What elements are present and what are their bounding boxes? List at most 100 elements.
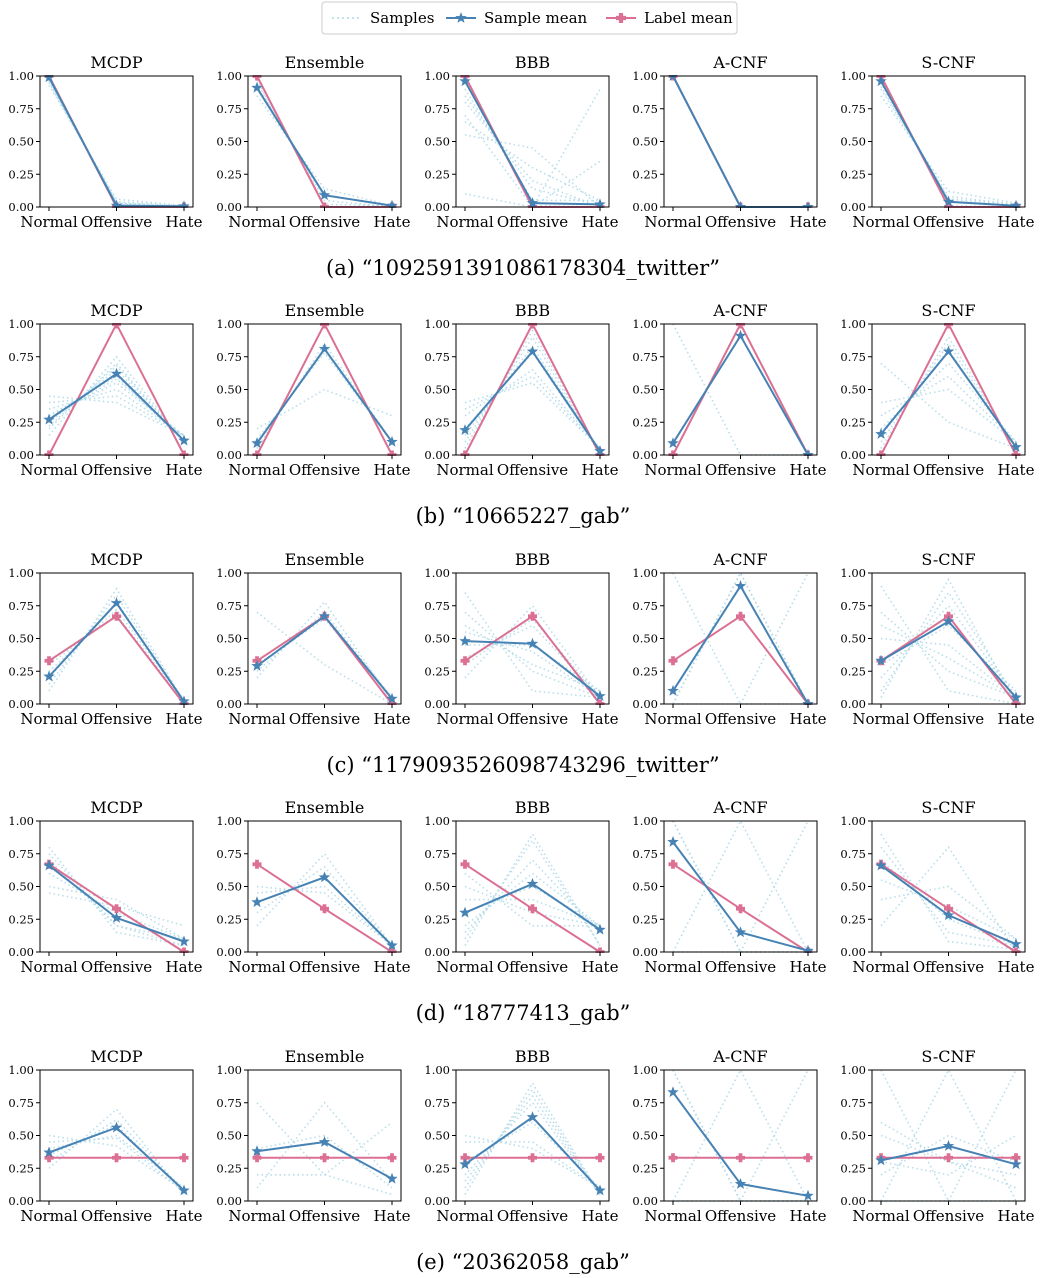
sample-mean-point [178,695,190,705]
x-tick-label: Hate [166,1207,203,1225]
sample-mean-line [256,347,393,444]
y-tick-label: 0.00 [632,945,658,959]
x-tick-label: Offensive [81,1207,152,1225]
y-tick-label: 1.00 [840,317,866,331]
plot-area [459,1081,606,1196]
sample-mean-point [802,698,814,705]
sample-line [464,382,601,449]
x-tick-label: Hate [790,958,827,976]
plot-area [43,587,190,705]
y-tick-label: 1.00 [8,69,34,83]
sample-line [48,846,185,947]
label-mean-point [112,904,121,914]
y-tick-label: 0.50 [216,135,242,149]
sample-mean-point [318,610,331,622]
sample-line [464,1081,601,1195]
sample-mean-point [875,428,887,439]
plot-area [251,1101,398,1196]
y-tick-label: 0.25 [424,415,450,429]
sample-mean-point [178,434,190,446]
panel-mcdp: MCDP 0.00 0.25 0.50 0.75 1.00 Normal Offensive H… [8,798,202,976]
sample-line [48,75,184,208]
legend-label: Samples [370,9,434,27]
y-tick-label: 0.75 [216,599,242,613]
panel-s-cnf: S-CNF 0.00 0.25 0.50 0.75 1.00 Normal Offensive… [840,1047,1034,1225]
axes-frame [663,75,818,208]
x-tick-label: Normal [852,1207,909,1225]
y-tick-label: 0.00 [216,945,242,959]
y-tick-label: 0.50 [424,383,450,397]
sample-line [48,885,185,940]
y-tick-label: 0.75 [8,599,34,613]
label-mean-point [736,1153,745,1163]
sample-line [880,362,1017,443]
axes-frame [871,1069,1026,1202]
legend-box [321,1,738,35]
panel-title: MCDP [90,550,142,569]
sample-line [880,388,1017,443]
sample-line [880,88,1017,206]
sample-line [464,885,601,927]
sample-line [48,1134,185,1192]
sample-mean-point [875,75,887,87]
x-tick-label: Offensive [705,213,776,231]
sample-line [256,348,393,443]
sample-mean-point [734,201,747,208]
label-mean-point [668,1153,678,1163]
y-tick-label: 0.75 [424,847,450,861]
sample-mean-point [110,199,123,208]
y-tick-label: 0.25 [216,912,242,926]
y-tick-label: 1.00 [424,814,450,828]
sample-mean-point [459,906,471,918]
x-tick-label: Hate [374,958,411,976]
legend-item-samples: Samples [332,9,434,27]
sample-line [881,1069,1017,1202]
y-tick-label: 0.25 [424,912,450,926]
x-tick-label: Normal [436,710,493,728]
panel-s-cnf: S-CNF 0.00 0.25 0.50 0.75 1.00 Normal Offensive… [840,798,1034,976]
y-tick-label: 1.00 [632,814,658,828]
sample-mean-point [734,926,747,938]
y-tick-label: 1.00 [424,1063,450,1077]
sample-line [256,1134,393,1189]
y-tick-label: 0.25 [840,167,866,181]
sample-line [672,572,809,705]
y-tick-label: 0.50 [216,880,242,894]
sample-line [48,853,185,947]
x-tick-label: Normal [852,461,909,479]
x-tick-label: Offensive [913,958,984,976]
sample-line [48,76,185,208]
sample-line [464,624,601,699]
y-tick-label: 0.25 [8,664,34,678]
sample-mean-point [43,859,55,871]
x-tick-label: Offensive [289,461,360,479]
y-tick-label: 1.00 [216,566,242,580]
label-mean-point [736,611,745,621]
row-caption: (a) “1092591391086178304_twitter” [326,256,720,280]
panel-title: MCDP [90,301,142,320]
panel-ensemble: Ensemble 0.00 0.25 0.50 0.75 1.00 Normal Offens… [216,798,410,976]
y-tick-label: 0.00 [632,1194,658,1208]
sample-mean-point [318,189,331,201]
x-tick-label: Offensive [705,1207,776,1225]
label-mean-line [48,75,184,208]
x-tick-label: Hate [374,1207,411,1225]
sample-mean-point [942,909,955,921]
y-tick-label: 1.00 [840,1063,866,1077]
x-tick-label: Normal [436,958,493,976]
x-tick-label: Offensive [497,1207,568,1225]
sample-mean-point [526,345,539,357]
x-tick-label: Offensive [913,710,984,728]
plot-area [875,323,1022,456]
panel-title: A-CNF [712,1047,767,1066]
sample-line [672,75,808,208]
label-mean-point [460,656,470,666]
sample-line [880,1134,1017,1176]
sample-line [880,1121,1017,1189]
x-tick-label: Normal [852,710,909,728]
x-tick-label: Offensive [705,710,776,728]
y-tick-label: 1.00 [632,1063,658,1077]
sample-line [256,88,393,207]
